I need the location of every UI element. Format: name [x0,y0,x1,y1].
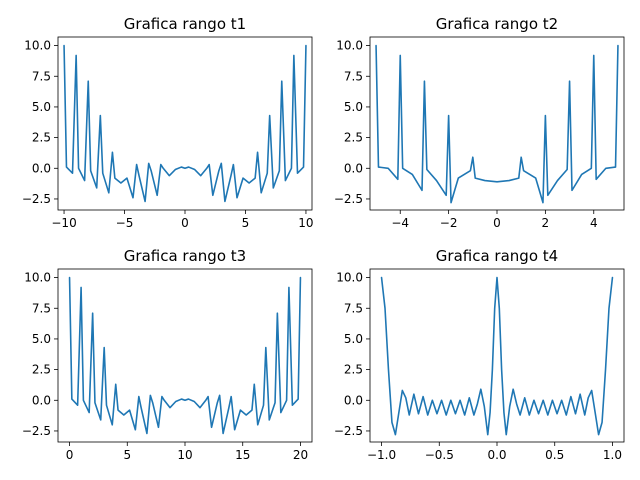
y-tick-label: 0.0 [344,161,363,175]
y-tick-label: 10.0 [336,271,363,285]
y-tick-label: 5.0 [344,100,363,114]
x-tick-label: −10 [51,216,76,230]
x-tick-label: 0 [181,216,189,230]
x-tick-label: 10 [177,448,192,462]
x-tick-label: 0 [66,448,74,462]
series-line-t4 [380,276,614,436]
axes-frame-t3 [57,268,313,443]
series-line-t3 [68,276,302,435]
y-tick-label: 7.5 [344,69,363,83]
x-tick-label: 5 [242,216,250,230]
y-tick-label: 10.0 [336,39,363,53]
y-tick-label: −2.5 [334,424,363,438]
x-tick-label: −2 [440,216,458,230]
y-tick-label: −2.5 [22,192,51,206]
y-tick-label: −2.5 [22,424,51,438]
x-tick-label: −0.5 [425,448,454,462]
y-tick-label: 7.5 [32,69,51,83]
x-tick-label: 5 [123,448,131,462]
y-tick-label: 7.5 [32,301,51,315]
axes-frame-t4 [369,268,625,443]
x-tick-label: −4 [391,216,409,230]
x-tick-label: 2 [542,216,550,230]
y-tick-label: 10.0 [24,39,51,53]
title-t4: Grafica rango t4 [436,247,558,265]
y-tick-label: 5.0 [32,332,51,346]
x-tick-label: 0.0 [487,448,506,462]
y-tick-label: 2.5 [344,363,363,377]
y-tick-label: −2.5 [334,192,363,206]
title-t3: Grafica rango t3 [124,247,246,265]
subplot-t3: Grafica rango t3 0 5 10 15 20 −2.5 0.0 2.5 5.0 7.5… [22,247,313,462]
y-tick-label: 0.0 [32,161,51,175]
series-line-t2 [375,44,619,204]
x-tick-label: −5 [116,216,134,230]
x-tick-label: 10 [298,216,313,230]
axes-frame-t2 [369,36,625,211]
x-tick-label: 0 [493,216,501,230]
title-t1: Grafica rango t1 [124,15,246,33]
title-t2: Grafica rango t2 [436,15,558,33]
y-tick-label: 0.0 [32,393,51,407]
y-tick-label: 5.0 [32,100,51,114]
y-tick-label: 2.5 [32,363,51,377]
y-tick-label: 2.5 [32,131,51,145]
y-tick-label: 7.5 [344,301,363,315]
x-tick-label: 0.5 [545,448,564,462]
x-tick-label: 20 [293,448,308,462]
series-line-t1 [63,44,307,203]
subplot-t2: Grafica rango t2 −4 −2 0 2 4 −2.5 0.0 2.5 5.0 7.5 1… [334,15,625,230]
x-tick-label: 15 [235,448,250,462]
x-tick-label: −1.0 [367,448,396,462]
y-tick-label: 0.0 [344,393,363,407]
x-tick-label: 4 [590,216,598,230]
x-tick-label: 1.0 [603,448,622,462]
y-tick-label: 10.0 [24,271,51,285]
y-tick-label: 2.5 [344,131,363,145]
y-tick-label: 5.0 [344,332,363,346]
subplot-t1: Grafica rango t1 −10 −5 0 5 10 −2.5 0.0 2.5 5.0 7.… [22,15,314,230]
subplot-t4: Grafica rango t4 −1.0 −0.5 0.0 0.5 1.0 −2.5 0.0… [334,247,625,462]
